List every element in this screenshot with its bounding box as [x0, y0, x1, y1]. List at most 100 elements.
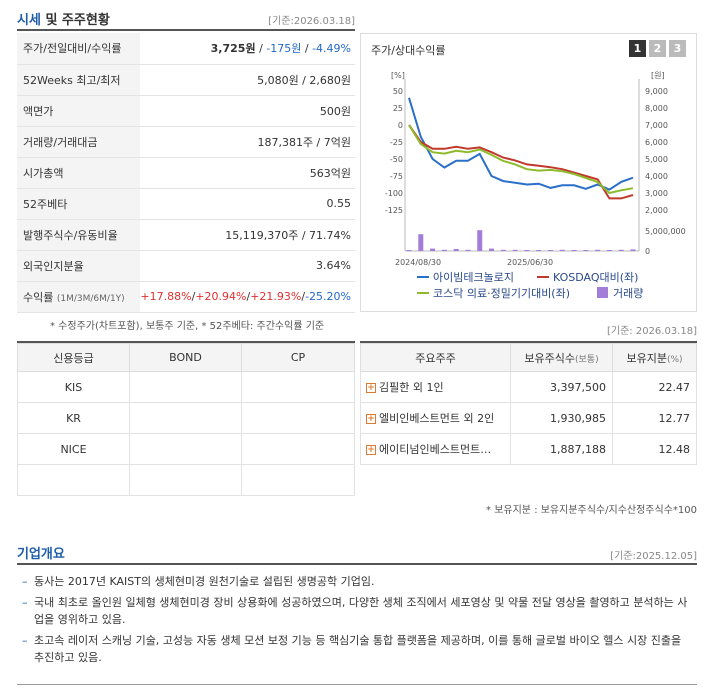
- quote-value: 5,080원 / 2,680원: [257, 73, 351, 87]
- expand-plus-icon[interactable]: +: [366, 445, 376, 455]
- quote-value-cell: 0.55: [140, 188, 355, 220]
- volume-bar: [559, 249, 565, 251]
- credit-cell: [241, 371, 355, 403]
- credit-cell: [129, 402, 242, 434]
- right-tick-label: 5,000: [645, 155, 668, 164]
- pct-header-label: 보유지분: [626, 351, 667, 365]
- volume-bar: [477, 230, 483, 251]
- quote-value-cell: 3.64%: [140, 250, 355, 282]
- table-row: [17, 464, 355, 496]
- sep: /: [191, 290, 196, 303]
- volume-bar: [430, 248, 436, 251]
- sep: /: [246, 290, 251, 303]
- chart-title: 주가/상대수익률: [371, 44, 446, 57]
- quote-label: 거래량/거래대금: [17, 126, 141, 158]
- sep: /: [255, 42, 267, 56]
- holder-name-cell: + 엘비인베스트먼트 외 2인: [360, 402, 511, 434]
- holder-name-cell: + 에이티넘인베스트먼트…: [360, 433, 511, 465]
- credit-cell: KR: [17, 402, 130, 434]
- quote-label: 수익률 (1M/3M/6M/1Y): [17, 281, 141, 313]
- credit-cell: NICE: [17, 433, 130, 465]
- quote-table: 주가/전일대비/수익률 3,725원 / -175원 / -4.49% 52Week…: [17, 33, 355, 313]
- title-part-b: 및 주주현황: [40, 13, 110, 28]
- quote-row: 거래량/거래대금 187,381주 / 7억원: [17, 126, 355, 158]
- series-line: [408, 124, 634, 200]
- credit-cell: [129, 371, 242, 403]
- holder-shares: 1,930,985: [510, 402, 613, 434]
- series-line: [408, 97, 634, 191]
- table-row: + 엘비인베스트먼트 외 2인 1,930,985 12.77: [360, 402, 697, 434]
- left-unit-label: [%]: [391, 71, 405, 80]
- table-row: KIS: [17, 371, 355, 403]
- return-6m: +21.93%: [250, 290, 302, 303]
- chart-page-3-button[interactable]: 3: [669, 40, 686, 57]
- legend-label: KOSDAQ대비(좌): [553, 271, 638, 284]
- right-tick-label: 8,000: [645, 104, 668, 113]
- holder-name[interactable]: 엘비인베스트먼트 외 2인: [379, 412, 495, 425]
- section-title-quote: 시세 및 주주현황: [17, 9, 110, 28]
- legend-swatch: [597, 287, 608, 298]
- volume-bar: [583, 250, 589, 251]
- quote-date-stamp: [기준:2026.03.18]: [268, 16, 355, 27]
- shares-header-sub: (보통): [575, 354, 599, 365]
- quote-label: 액면가: [17, 95, 141, 127]
- volume-bar: [489, 248, 495, 251]
- overview-title: 기업개요: [17, 547, 65, 562]
- quote-label: 52Weeks 최고/최저: [17, 64, 141, 96]
- table-row: + 에이티넘인베스트먼트… 1,887,188 12.48: [360, 433, 697, 465]
- quote-value-cell: 563억원: [140, 157, 355, 189]
- volume-bar: [618, 249, 624, 251]
- holder-pct-header: 보유지분(%): [612, 343, 697, 372]
- x-tick-label: 2025/06/30: [507, 258, 553, 267]
- pct-header-sub: (%): [666, 354, 683, 365]
- major-holders-table: 주요주주 보유주식수(보통) 보유지분(%) + 김필한 외 1인 3,397,5…: [360, 343, 697, 465]
- left-tick-label: 0: [398, 121, 403, 130]
- return-1m: +17.88%: [140, 290, 192, 303]
- divider: [17, 684, 697, 685]
- quote-value: 563억원: [309, 166, 351, 180]
- quote-row: 52주베타 0.55: [17, 188, 355, 220]
- divider: [17, 341, 355, 343]
- holder-shares-header: 보유주식수(보통): [510, 343, 613, 372]
- overview-item: 동사는 2017년 KAIST의 생체현미경 원천기술로 설립된 생명공학 기업…: [22, 573, 692, 590]
- volume-bar: [406, 250, 412, 251]
- holder-name[interactable]: 김필한 외 1인: [379, 381, 444, 394]
- table-row: NICE: [17, 433, 355, 465]
- right-unit-label: [원]: [651, 71, 665, 80]
- table-row: KR: [17, 402, 355, 434]
- x-tick-label: 2024/08/30: [395, 258, 441, 267]
- credit-header: 신용등급: [17, 343, 130, 372]
- volume-bar: [500, 249, 506, 251]
- overview-list: 동사는 2017년 KAIST의 생체현미경 원천기술로 설립된 생명공학 기업…: [22, 573, 692, 670]
- quote-row: 주가/전일대비/수익률 3,725원 / -175원 / -4.49%: [17, 33, 355, 65]
- chart-page-1-button[interactable]: 1: [629, 40, 646, 57]
- right-tick-label: 4,000: [645, 172, 668, 181]
- volume-bar: [465, 249, 471, 251]
- divider: [360, 341, 697, 343]
- holder-shares: 1,887,188: [510, 433, 613, 465]
- volume-tick-label: 5,000,000: [645, 227, 686, 236]
- holder-name[interactable]: 에이티넘인베스트먼트…: [379, 443, 492, 456]
- volume-bar: [547, 250, 553, 251]
- quote-value-cell: 5,080원 / 2,680원: [140, 64, 355, 96]
- credit-cell: [129, 464, 242, 496]
- quote-value-cell: 187,381주 / 7억원: [140, 126, 355, 158]
- volume-bar: [441, 249, 447, 251]
- quote-row: 발행주식수/유동비율 15,119,370주 / 71.74%: [17, 219, 355, 251]
- return-values: +17.88%/+20.94%/+21.93%/-25.20%: [140, 281, 355, 313]
- quote-row: 52Weeks 최고/최저 5,080원 / 2,680원: [17, 64, 355, 96]
- change-pct: -4.49%: [312, 42, 351, 56]
- quote-value: 15,119,370주 / 71.74%: [225, 228, 351, 242]
- volume-bar: [536, 250, 542, 251]
- volume-bar: [453, 249, 459, 251]
- holder-pct: 22.47: [612, 371, 697, 403]
- quote-row: 액면가 500원: [17, 95, 355, 127]
- expand-plus-icon[interactable]: +: [366, 383, 376, 393]
- expand-plus-icon[interactable]: +: [366, 414, 376, 424]
- credit-cell: [17, 464, 130, 496]
- shares-header-label: 보유주식수: [524, 351, 575, 365]
- chart-page-2-button[interactable]: 2: [649, 40, 666, 57]
- title-part-a: 시세: [17, 13, 41, 28]
